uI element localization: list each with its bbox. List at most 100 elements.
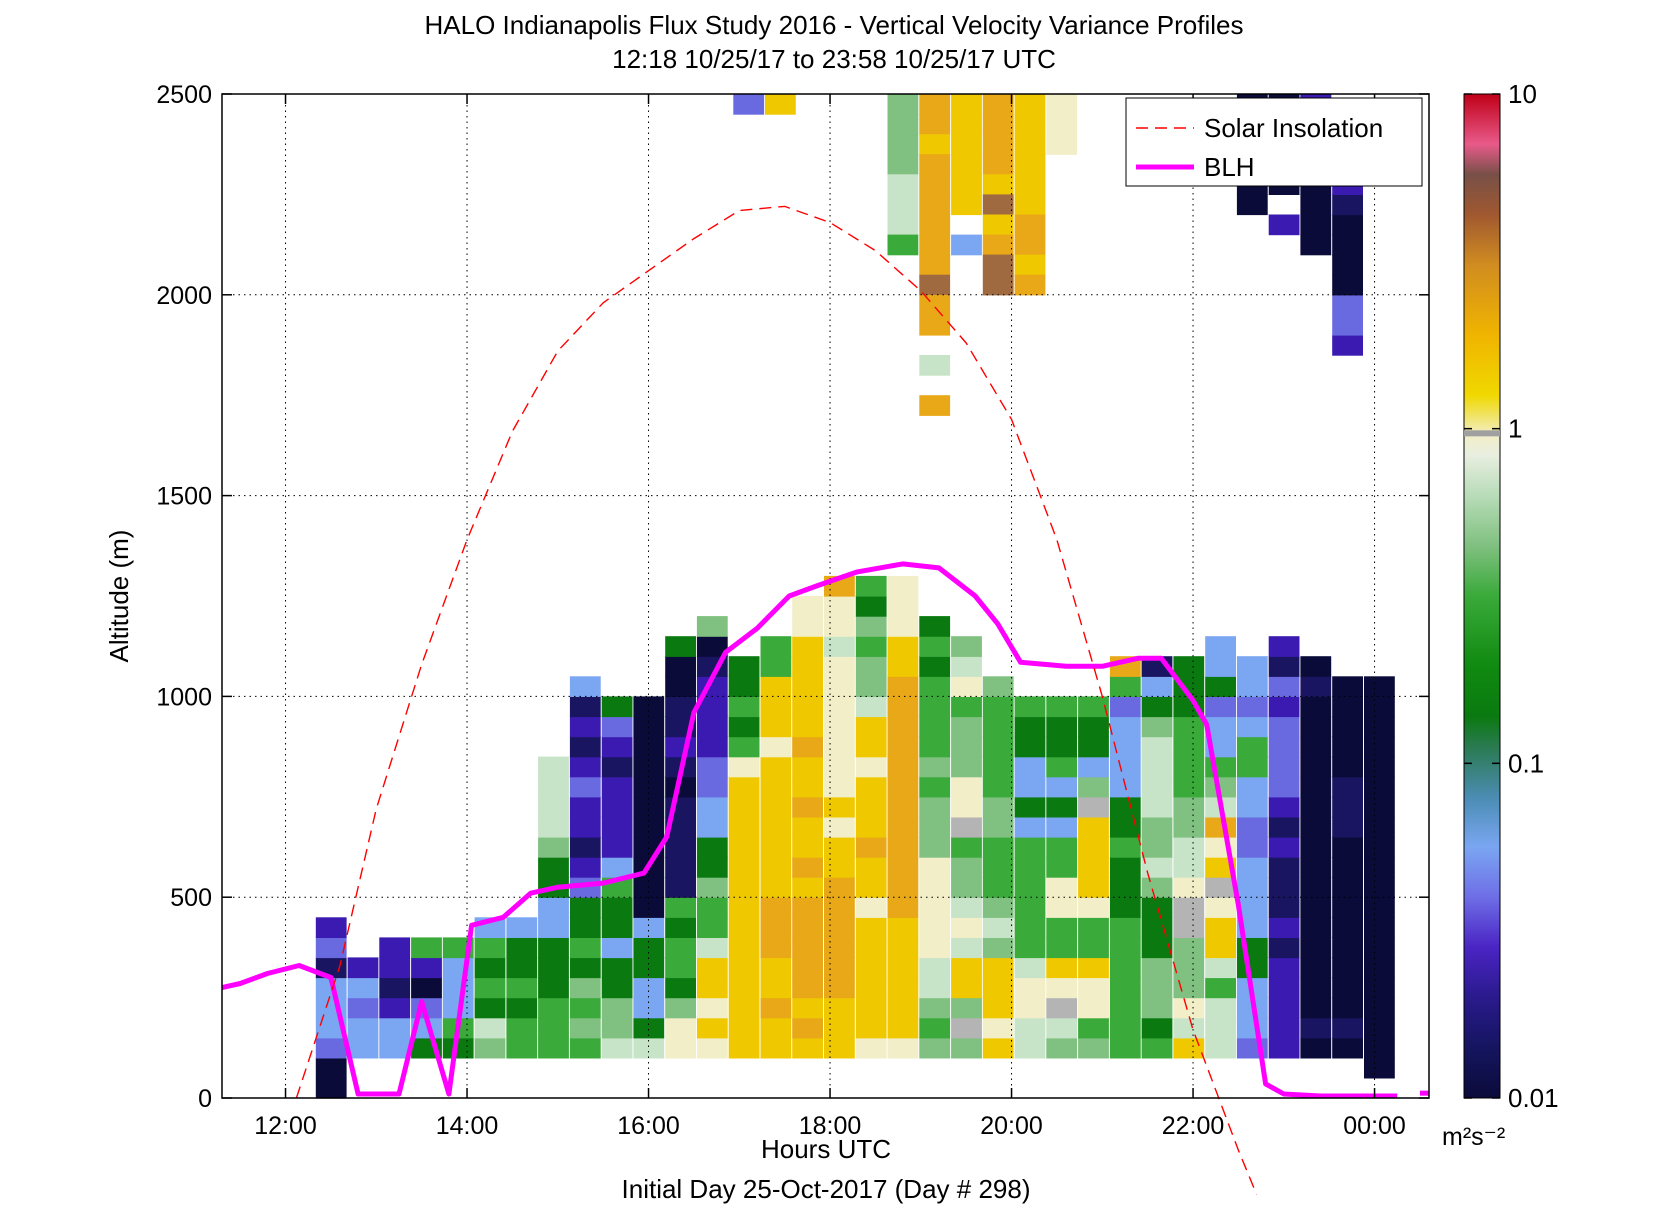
heatmap-cell bbox=[919, 1017, 951, 1039]
heatmap-cell bbox=[919, 736, 951, 758]
heatmap-cell bbox=[1268, 796, 1300, 818]
heatmap-cell bbox=[887, 214, 919, 236]
heatmap-cell bbox=[1364, 837, 1395, 858]
heatmap-cell bbox=[696, 716, 728, 738]
heatmap-cell bbox=[1078, 696, 1109, 718]
heatmap-cell bbox=[665, 776, 696, 798]
heatmap-cell bbox=[792, 957, 823, 979]
heatmap-cell bbox=[1236, 194, 1268, 216]
heatmap-cell bbox=[951, 194, 982, 216]
heatmap-cell bbox=[538, 897, 569, 918]
heatmap-cell bbox=[1014, 234, 1046, 256]
heatmap-cell bbox=[855, 1037, 887, 1059]
heatmap-cell bbox=[951, 796, 982, 818]
heatmap-cell bbox=[1173, 796, 1205, 818]
heatmap-cell bbox=[1109, 676, 1141, 697]
heatmap-cell bbox=[665, 656, 696, 677]
heatmap-cell bbox=[1268, 877, 1300, 898]
heatmap-cell bbox=[824, 636, 855, 657]
heatmap-cell bbox=[1014, 957, 1046, 979]
heatmap-cell bbox=[569, 736, 601, 758]
heatmap-cell bbox=[982, 736, 1014, 758]
heatmap-cell bbox=[1173, 857, 1205, 878]
heatmap-cell bbox=[1173, 716, 1205, 738]
heatmap-cell bbox=[982, 716, 1014, 738]
x-tick-label: 20:00 bbox=[980, 1112, 1043, 1140]
heatmap-cell bbox=[855, 837, 887, 858]
heatmap-cell bbox=[887, 917, 919, 938]
heatmap-cell bbox=[1205, 917, 1236, 938]
heatmap-cell bbox=[824, 997, 855, 1019]
heatmap-cell bbox=[633, 696, 665, 718]
heatmap-cell bbox=[760, 696, 792, 718]
heatmap-cell bbox=[1046, 977, 1078, 999]
heatmap-cell bbox=[1109, 937, 1141, 959]
heatmap-cell bbox=[569, 816, 601, 838]
heatmap-cell bbox=[982, 696, 1014, 718]
heatmap-cell bbox=[601, 776, 633, 798]
heatmap-cell bbox=[1109, 977, 1141, 999]
heatmap-cell bbox=[982, 977, 1014, 999]
heatmap-cell bbox=[1173, 756, 1205, 778]
heatmap-cell bbox=[379, 1037, 411, 1059]
heatmap-cell bbox=[1205, 696, 1236, 718]
heatmap-cell bbox=[379, 957, 411, 979]
heatmap-cell bbox=[951, 1037, 982, 1059]
heatmap-cell bbox=[1332, 857, 1363, 878]
heatmap-cell bbox=[1205, 756, 1236, 778]
heatmap-cell bbox=[887, 937, 919, 959]
heatmap-cell bbox=[792, 816, 823, 838]
heatmap-cell bbox=[538, 997, 569, 1019]
heatmap-cell bbox=[1236, 656, 1268, 677]
heatmap-cell bbox=[728, 977, 760, 999]
heatmap-cell bbox=[760, 1017, 792, 1039]
heatmap-cell bbox=[887, 837, 919, 858]
heatmap-cell bbox=[379, 937, 411, 959]
heatmap-cell bbox=[1078, 776, 1109, 798]
heatmap-cell bbox=[982, 134, 1014, 155]
heatmap-cell bbox=[569, 917, 601, 938]
heatmap-cell bbox=[1078, 857, 1109, 878]
heatmap-cell bbox=[982, 254, 1014, 276]
heatmap-cell bbox=[411, 957, 442, 979]
heatmap-cell bbox=[1046, 816, 1078, 838]
heatmap-cell bbox=[696, 1037, 728, 1059]
heatmap-cell bbox=[951, 917, 982, 938]
heatmap-cell bbox=[1141, 736, 1173, 758]
heatmap-cell bbox=[1300, 917, 1332, 938]
heatmap-cell bbox=[1300, 897, 1332, 918]
heatmap-cell bbox=[1205, 1037, 1236, 1059]
heatmap-cell bbox=[1205, 776, 1236, 798]
heatmap-cell bbox=[538, 1037, 569, 1059]
heatmap-cell bbox=[1332, 194, 1363, 216]
heatmap-cell bbox=[1364, 957, 1395, 979]
heatmap-cell bbox=[1078, 937, 1109, 959]
heatmap-cell bbox=[982, 676, 1014, 697]
heatmap-cell bbox=[1046, 776, 1078, 798]
heatmap-cell bbox=[1014, 997, 1046, 1019]
heatmap-cell bbox=[951, 1017, 982, 1039]
heatmap-cell bbox=[1046, 937, 1078, 959]
heatmap-cell bbox=[1268, 837, 1300, 858]
heatmap-cell bbox=[792, 696, 823, 718]
heatmap-cell bbox=[411, 937, 442, 959]
heatmap-cell bbox=[379, 1017, 411, 1039]
heatmap-cell bbox=[665, 937, 696, 959]
heatmap-cell bbox=[1332, 314, 1363, 336]
heatmap-cell bbox=[792, 857, 823, 878]
heatmap-cell bbox=[1109, 997, 1141, 1019]
heatmap-cell bbox=[1205, 857, 1236, 878]
grid-lines bbox=[222, 93, 1429, 1099]
heatmap-cell bbox=[1300, 837, 1332, 858]
heatmap-cell bbox=[1014, 736, 1046, 758]
heatmap-cell bbox=[506, 917, 538, 938]
heatmap-cell bbox=[1014, 214, 1046, 236]
heatmap-cell bbox=[824, 676, 855, 697]
heatmap-cell bbox=[696, 796, 728, 818]
heatmap-cell bbox=[792, 656, 823, 677]
heatmap-cell bbox=[919, 636, 951, 657]
heatmap-cell bbox=[696, 897, 728, 918]
heatmap-cell bbox=[951, 94, 982, 115]
heatmap-cell bbox=[792, 776, 823, 798]
heatmap-cell bbox=[824, 736, 855, 758]
